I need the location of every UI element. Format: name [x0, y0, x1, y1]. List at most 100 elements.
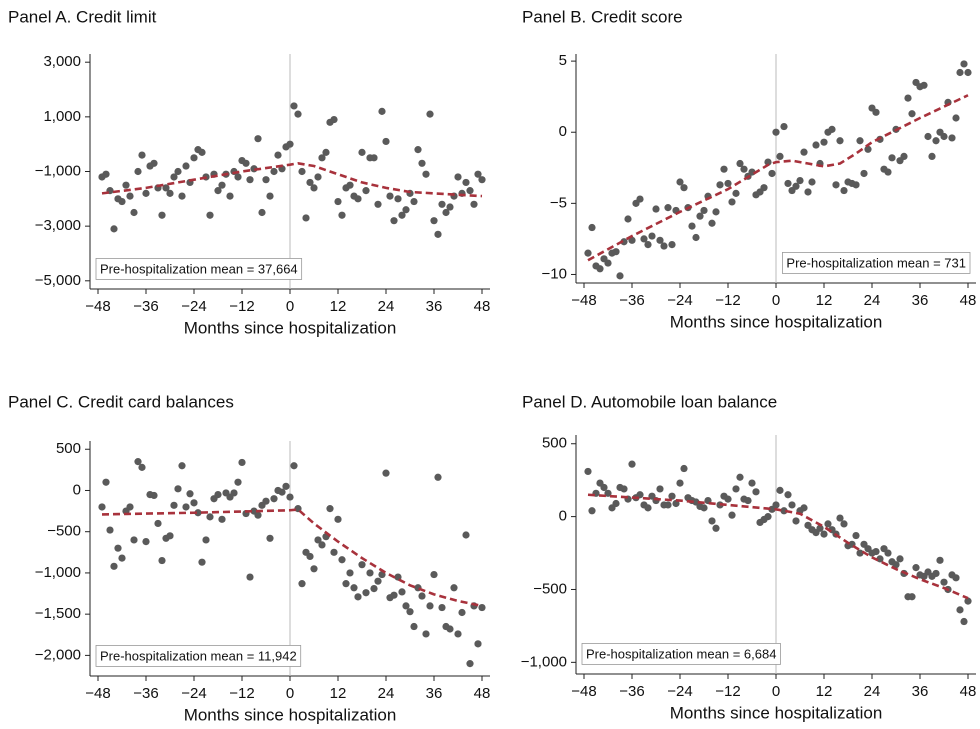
data-point	[138, 151, 146, 159]
data-point	[382, 469, 390, 477]
data-point	[310, 565, 318, 573]
data-point	[624, 215, 632, 223]
data-point	[182, 503, 190, 511]
data-point	[612, 499, 620, 508]
data-point	[864, 145, 872, 153]
x-tick-label: −24	[181, 685, 206, 702]
data-point	[158, 556, 166, 565]
data-point	[836, 514, 844, 522]
data-point	[840, 186, 848, 195]
data-point	[130, 536, 138, 544]
data-point	[234, 173, 242, 181]
data-point	[354, 593, 362, 601]
data-point	[588, 507, 596, 515]
data-point	[178, 462, 186, 470]
x-tick-label: 0	[772, 683, 780, 700]
data-point	[708, 219, 716, 227]
x-tick-label: −12	[715, 683, 740, 700]
data-point	[872, 547, 880, 556]
data-point	[314, 536, 322, 544]
data-point	[134, 458, 142, 466]
x-tick-label: −12	[229, 685, 254, 702]
data-point	[792, 517, 800, 525]
data-point	[768, 169, 776, 178]
data-point	[462, 178, 470, 187]
data-point	[410, 622, 418, 631]
x-tick-label: −48	[571, 683, 596, 700]
data-point	[888, 154, 896, 162]
panel-title: Panel C. Credit card balances	[8, 392, 234, 411]
x-tick-label: −48	[85, 298, 110, 315]
annotation: Pre-hospitalization mean = 6,684	[586, 646, 776, 661]
data-point	[736, 473, 744, 481]
data-point	[628, 460, 636, 468]
data-point	[178, 192, 186, 200]
data-point	[462, 531, 470, 539]
y-tick-label: −3,000	[35, 217, 81, 234]
panel: Panel C. Credit card balances 500 0 −500 −1,…	[8, 392, 490, 724]
data-point	[318, 541, 326, 549]
data-point	[668, 492, 676, 500]
data-point	[812, 141, 820, 149]
data-point	[270, 167, 278, 176]
data-point	[840, 520, 848, 528]
data-point	[636, 491, 644, 499]
data-point	[254, 135, 262, 143]
data-point	[370, 154, 378, 162]
x-tick-label: 12	[816, 683, 833, 700]
data-point	[780, 122, 788, 131]
data-point	[932, 137, 940, 145]
x-tick-label: −12	[715, 292, 740, 309]
data-point	[394, 195, 402, 203]
data-point	[422, 630, 430, 638]
data-point	[166, 189, 174, 197]
data-point	[290, 102, 298, 110]
data-point	[150, 491, 158, 500]
data-point	[588, 223, 596, 232]
data-point	[302, 214, 310, 222]
data-point	[956, 606, 964, 614]
data-point	[286, 493, 294, 501]
data-point	[186, 490, 194, 498]
data-point	[600, 483, 608, 492]
data-point	[688, 222, 696, 230]
data-point	[354, 195, 362, 203]
data-point	[430, 570, 438, 579]
y-tick-label: −1,500	[35, 605, 81, 622]
data-point	[402, 206, 410, 214]
data-point	[438, 603, 446, 612]
data-point	[900, 152, 908, 161]
data-point	[792, 182, 800, 190]
data-point	[680, 464, 688, 473]
data-point	[804, 188, 812, 196]
annotation-box	[95, 258, 303, 280]
x-axis-title: Months since hospitalization	[184, 705, 397, 724]
data-point	[202, 536, 210, 544]
data-point	[466, 660, 474, 668]
data-point	[708, 517, 716, 525]
data-point	[716, 181, 724, 189]
data-point	[964, 597, 972, 605]
y-tick-label: 5	[559, 52, 567, 69]
data-point	[856, 549, 864, 557]
annotation-box	[95, 645, 302, 667]
data-point	[426, 110, 434, 118]
data-point	[466, 187, 474, 195]
data-point	[732, 189, 740, 197]
data-point	[314, 173, 322, 181]
data-point	[246, 176, 254, 184]
panel-title: Panel D. Automobile loan balance	[522, 392, 777, 411]
data-point	[808, 178, 816, 186]
data-point	[258, 208, 266, 217]
data-point	[306, 552, 314, 561]
data-point	[720, 165, 728, 173]
data-point	[960, 60, 968, 68]
data-point	[952, 114, 960, 122]
data-point	[262, 176, 270, 184]
data-point	[142, 537, 150, 546]
data-point	[956, 68, 964, 77]
data-point	[784, 179, 792, 188]
x-tick-label: 48	[474, 685, 491, 702]
data-point	[896, 555, 904, 563]
data-point	[648, 232, 656, 240]
